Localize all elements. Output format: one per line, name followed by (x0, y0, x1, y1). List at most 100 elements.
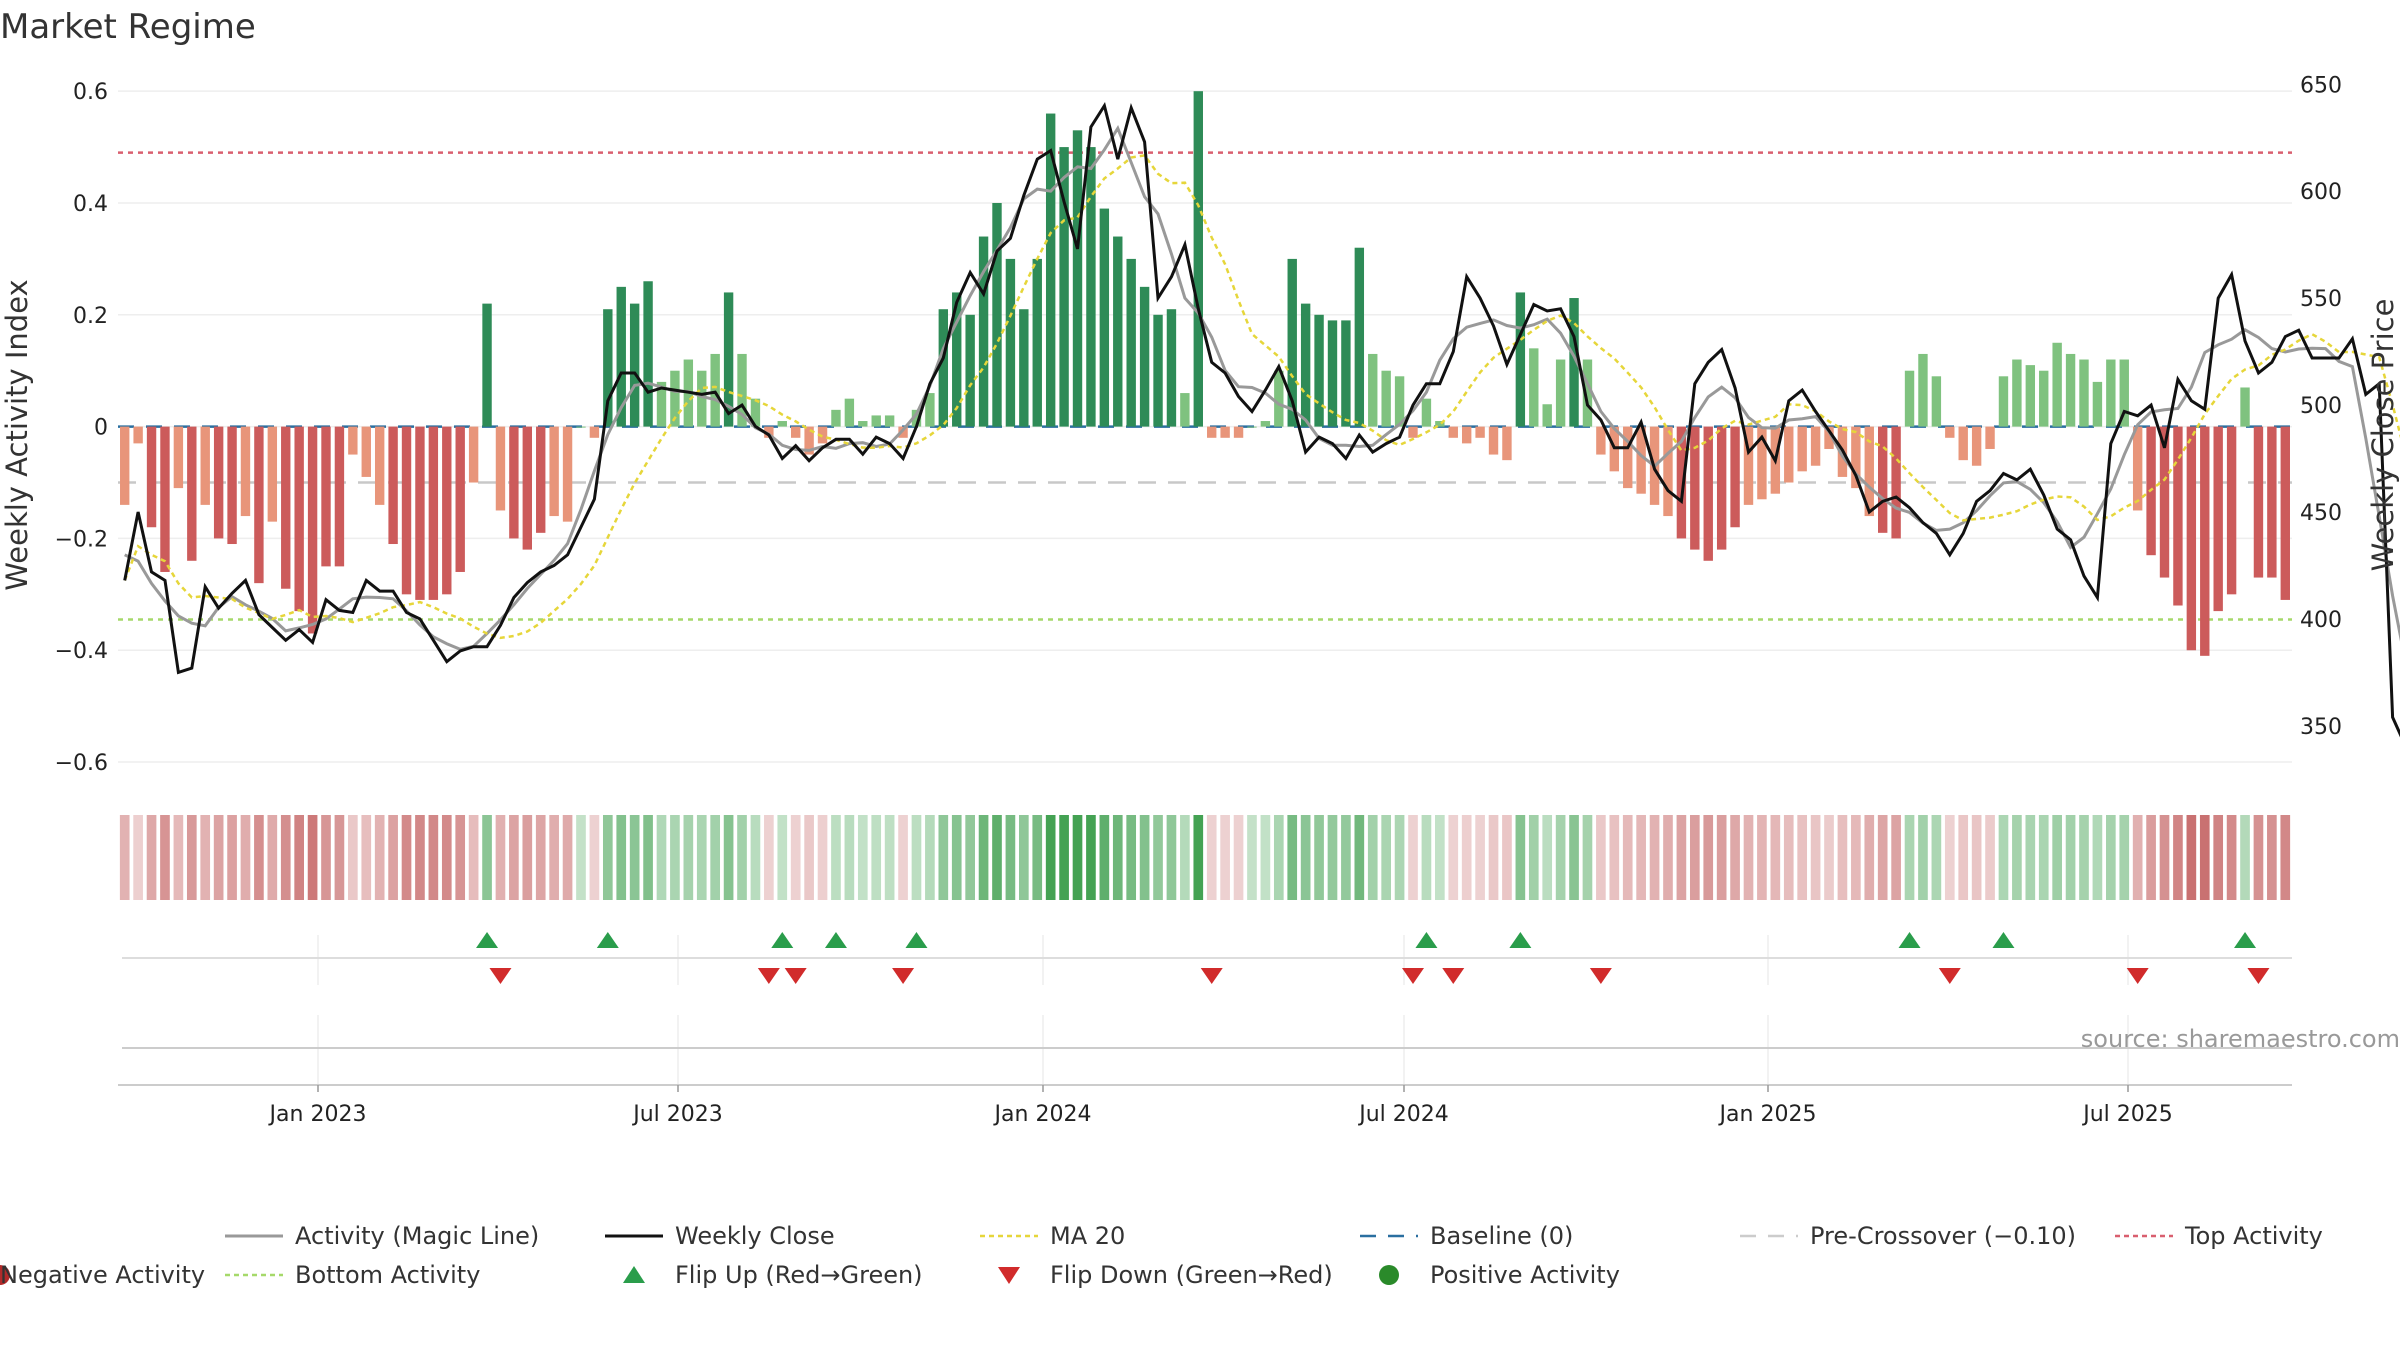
x-tick-label: Jul 2023 (631, 1102, 723, 1127)
activity-bar (670, 370, 680, 427)
regime-cell (764, 815, 774, 900)
regime-cell (2038, 815, 2049, 900)
regime-cell (1837, 815, 1848, 900)
activity-bar (1448, 426, 1458, 438)
flip-down-marker (892, 968, 915, 984)
regime-cell (227, 815, 237, 900)
regime-cell (723, 815, 734, 900)
activity-bar (2079, 359, 2089, 427)
activity-bar (455, 426, 465, 572)
activity-bar (723, 292, 734, 427)
activity-bar (482, 303, 492, 427)
activity-bar (1998, 376, 2009, 427)
legend: Activity (Magic Line) Weekly Close MA 20 Ba… (0, 1222, 2323, 1289)
legend-swatch (1379, 1265, 1399, 1285)
regime-cell (495, 815, 506, 900)
regime-cell (2052, 815, 2062, 900)
regime-cell (992, 815, 1002, 900)
legend-label: Positive Activity (1430, 1261, 1620, 1289)
regime-cell (160, 815, 170, 900)
left-tick-label: −0.2 (55, 527, 108, 552)
regime-cell (522, 815, 533, 900)
regime-cell (173, 815, 184, 900)
ma20-line (123, 154, 2400, 640)
activity-bar (791, 426, 801, 438)
regime-cell (2159, 815, 2170, 900)
regime-cell (1971, 815, 1982, 900)
regime-cell (2199, 815, 2210, 900)
regime-cell (898, 815, 908, 900)
activity-bar (710, 353, 720, 427)
activity-magic-line (124, 124, 2400, 651)
activity-bar (1971, 426, 1982, 466)
regime-cell (1394, 815, 1405, 900)
activity-bar (1368, 353, 1378, 427)
regime-cell (428, 815, 439, 900)
regime-cell (1958, 815, 1969, 900)
regime-cell (388, 815, 398, 900)
activity-bar (817, 426, 828, 444)
activity-bar (2186, 426, 2197, 651)
regime-cell (468, 815, 479, 900)
activity-bar (1555, 359, 1566, 427)
activity-bar (334, 426, 345, 567)
activity-bar (1274, 370, 1284, 427)
activity-bar (200, 426, 210, 505)
weekly-close-line (123, 101, 2400, 738)
regime-cell (186, 815, 197, 900)
flip-down-marker (1589, 968, 1612, 984)
regime-cell (200, 815, 211, 900)
regime-cell (1810, 815, 1821, 900)
legend-swatch (998, 1267, 1020, 1284)
regime-cell (1166, 815, 1177, 900)
activity-bar (2213, 426, 2223, 612)
regime-cell (602, 815, 613, 900)
legend-label: Baseline (0) (1430, 1222, 1573, 1250)
regime-cell (1314, 815, 1324, 900)
activity-bar (831, 409, 841, 427)
regime-cell (1139, 815, 1150, 900)
regime-cell (1327, 815, 1338, 900)
activity-bar (1260, 421, 1271, 427)
activity-bar (992, 202, 1002, 427)
regime-cell (804, 815, 814, 900)
left-axis-title: Weekly Activity Index (0, 279, 34, 590)
activity-bar (911, 409, 922, 427)
reference-lines (118, 151, 2292, 621)
activity-bar (616, 286, 626, 427)
regime-cell (1448, 815, 1459, 900)
activity-bar (777, 421, 787, 427)
activity-bar (267, 426, 278, 522)
regime-cell (1542, 815, 1553, 900)
activity-bar (294, 426, 304, 612)
activity-bar (1515, 292, 1526, 427)
regime-cell (1367, 815, 1378, 900)
right-tick-label: 650 (2300, 73, 2342, 98)
regime-cell (2240, 815, 2250, 900)
regime-cell (1998, 815, 2009, 900)
activity-bar (120, 426, 130, 505)
regime-cell (2065, 815, 2076, 900)
x-axis-ticks: Jan 2023 Jul 2023 Jan 2024 Jul 2024 Jan 2025… (268, 1085, 2173, 1127)
activity-bar (1797, 426, 1807, 472)
regime-cell (509, 815, 519, 900)
activity-bar (938, 309, 949, 427)
activity-bar (1193, 91, 1203, 427)
activity-bar (1153, 314, 1163, 427)
activity-bar (1945, 426, 1955, 438)
regime-cell (1596, 815, 1606, 900)
activity-bar (213, 426, 224, 539)
regime-cell (348, 815, 358, 900)
regime-cell (750, 815, 761, 900)
regime-cell (1851, 815, 1861, 900)
regime-cell (1944, 815, 1955, 900)
activity-bar (1582, 359, 1593, 427)
regime-cell (307, 815, 318, 900)
regime-cell (1059, 815, 1069, 900)
activity-bar (1233, 426, 1244, 438)
activity-bar (1139, 286, 1150, 427)
activity-bar (2267, 426, 2277, 578)
activity-bar (240, 426, 251, 517)
regime-cell (294, 815, 304, 900)
regime-cell (857, 815, 868, 900)
